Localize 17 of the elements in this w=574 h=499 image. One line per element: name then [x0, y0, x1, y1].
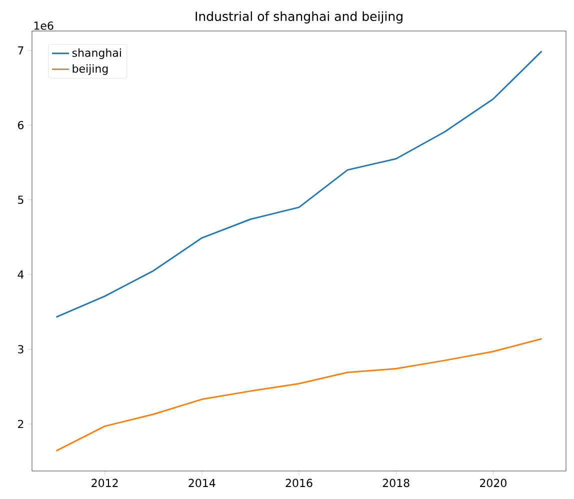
x-tick-label: 2012 [92, 478, 118, 488]
y-tick-label: 7 [18, 46, 24, 54]
line-series [56, 338, 542, 452]
y-tick-label: 4 [18, 270, 24, 279]
y-tick-label: 2 [18, 420, 24, 428]
line-series [56, 50, 542, 318]
chart-title: Industrial of shanghai and beijing [196, 11, 402, 24]
y-tick-label: 5 [18, 196, 24, 204]
x-tick-label: 2016 [286, 478, 312, 488]
y-tick-label: 6 [18, 120, 24, 130]
x-tick-label: 2020 [480, 478, 506, 488]
y-tick-label: 3 [18, 345, 24, 354]
legend-label: shanghai [72, 48, 121, 60]
x-tick-label: 2018 [382, 478, 410, 488]
legend-label: beijing [72, 64, 108, 75]
x-tick-label: 2014 [188, 478, 216, 488]
text: 1e6 [34, 21, 54, 30]
